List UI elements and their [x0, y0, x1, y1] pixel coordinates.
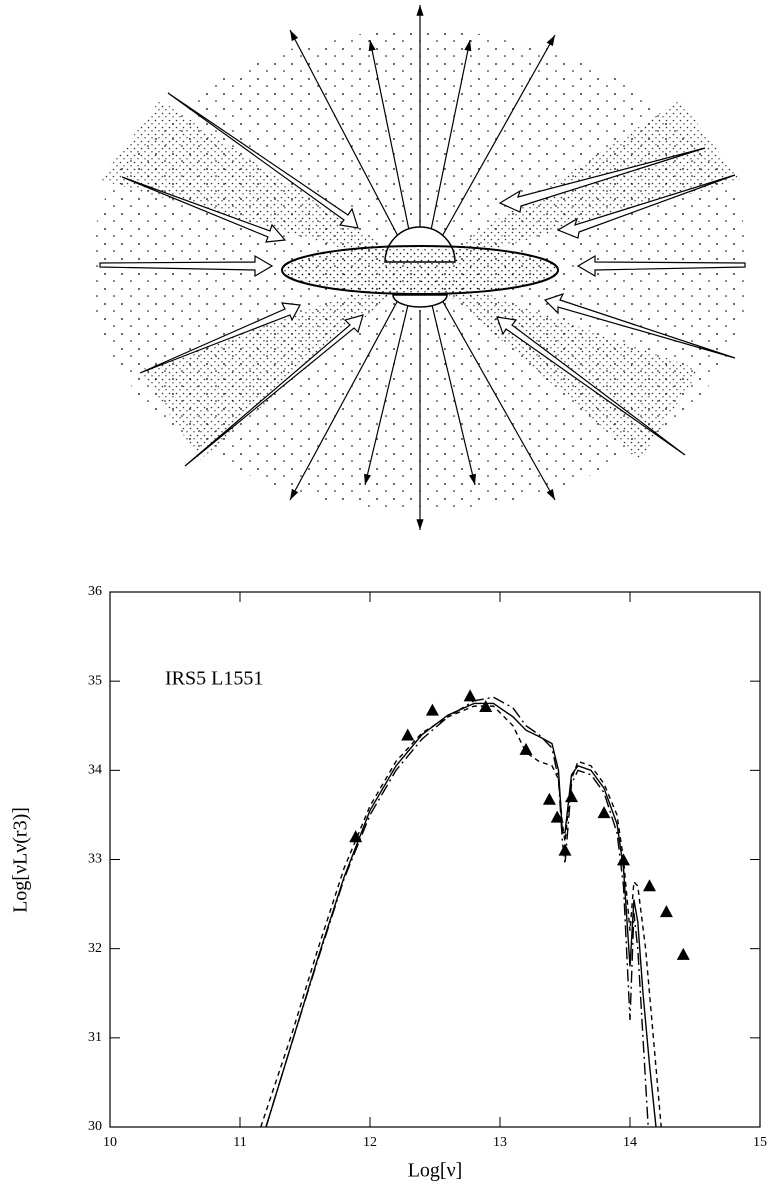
dense-regions: [100, 100, 740, 460]
x-axis-label: Log[ν]: [408, 1160, 463, 1182]
data-point: [643, 879, 656, 892]
x-tick-label: 12: [363, 1135, 377, 1150]
data-point: [425, 703, 439, 716]
annotation: IRS5 L1551: [165, 668, 263, 690]
data-point: [597, 806, 611, 819]
y-tick-label: 33: [88, 852, 102, 867]
data-point: [401, 728, 415, 741]
data-point: [676, 947, 690, 960]
x-tick-label: 11: [233, 1135, 246, 1150]
protostar-lower: [392, 294, 448, 308]
y-tick-label: 36: [88, 584, 102, 599]
model-curve: [265, 702, 657, 1128]
data-point: [463, 689, 477, 702]
sed-chart: IRS5 L1551 Log[ν] Log[νLν(r3)] 10 11 12 13 1…: [10, 584, 767, 1181]
data-point: [550, 810, 564, 823]
y-tick-label: 31: [88, 1030, 102, 1045]
y-axis-label: Log[νLν(r3)]: [10, 807, 32, 913]
model-curve: [265, 696, 649, 1128]
data-point: [659, 905, 673, 918]
disk: [281, 245, 559, 295]
x-tick-label: 14: [623, 1135, 637, 1150]
infall-diagram: [90, 5, 750, 530]
infall-arrows: [99, 92, 746, 467]
data-point: [519, 742, 533, 755]
model-curve: [260, 705, 662, 1128]
x-tick-label: 13: [493, 1135, 507, 1150]
y-tick-label: 32: [88, 941, 102, 956]
x-tick-label: 15: [753, 1135, 767, 1150]
y-tick-label: 35: [88, 673, 102, 688]
outflow-arrows: [289, 5, 556, 530]
y-tick-label: 30: [88, 1119, 102, 1134]
data-point: [542, 792, 556, 805]
y-tick-label: 34: [88, 763, 102, 778]
data-point: [558, 843, 572, 856]
x-tick-label: 10: [103, 1135, 117, 1150]
